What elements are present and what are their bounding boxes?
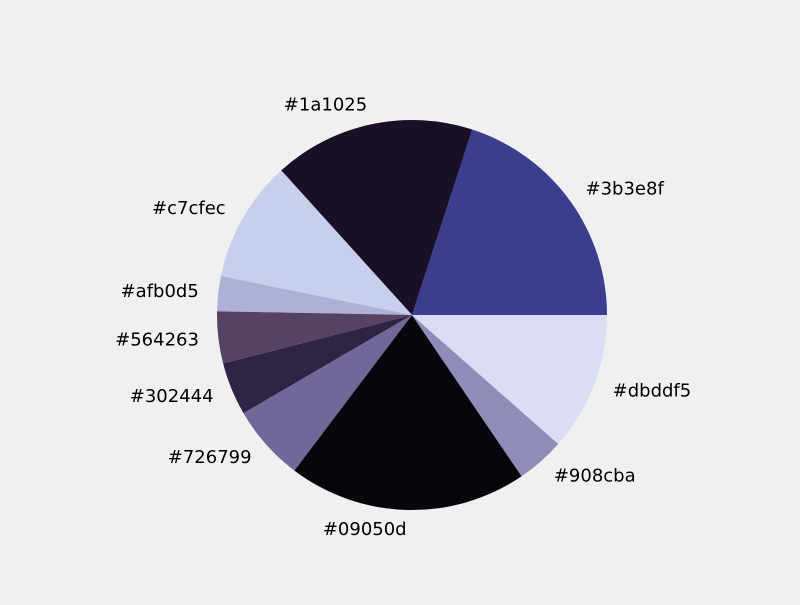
pie-slice (294, 315, 522, 511)
pie-labels: #3b3e8f #1a1025 #c7cfec #afb0d5 #564263 #3024… (115, 95, 691, 540)
pie-slice (223, 315, 412, 414)
slice-label: #3b3e8f (586, 178, 665, 199)
pie-slice (412, 129, 607, 315)
slice-label: #302444 (130, 386, 214, 407)
slice-label: #564263 (115, 329, 199, 350)
pie-slice (281, 119, 473, 315)
slice-label: #09050d (323, 519, 407, 540)
pie-slice (216, 311, 412, 364)
pie-slice (220, 170, 412, 315)
slice-label: #726799 (168, 447, 252, 468)
slice-label: #dbddf5 (613, 380, 692, 401)
slice-label: #1a1025 (284, 95, 367, 116)
pie-slice (412, 315, 607, 444)
slice-label: #908cba (554, 465, 636, 486)
slice-label: #afb0d5 (121, 281, 199, 302)
pie-slice (412, 315, 559, 477)
pie-slices (216, 119, 607, 511)
pie-slice (243, 315, 412, 471)
slice-label: #c7cfec (152, 198, 226, 219)
pie-slice (217, 276, 412, 315)
